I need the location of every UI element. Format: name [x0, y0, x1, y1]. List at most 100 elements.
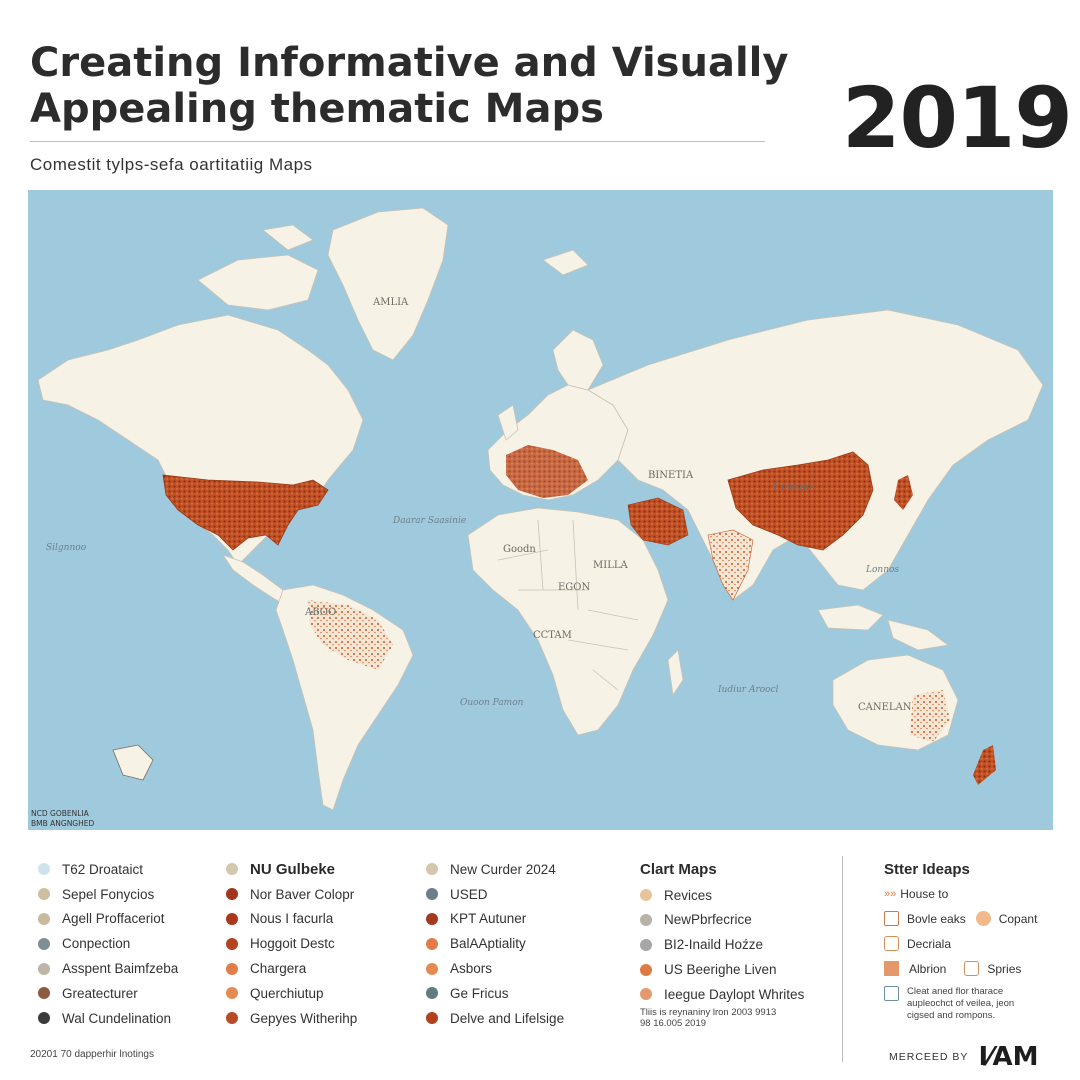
label-australia: CANELAN [858, 702, 912, 713]
region-madagascar [667, 649, 684, 697]
label-south-atlantic: Ouoon Pamon [460, 698, 524, 708]
legend-label: USED [450, 886, 488, 902]
legend-label: Asbors [450, 961, 493, 977]
legend-swatch [426, 863, 438, 876]
legend-label: Conpection [62, 936, 131, 952]
legend-label: Ieegue Daylopt Whrites [664, 986, 805, 1002]
legend-label: KPT Autuner [450, 911, 527, 927]
legend-item: Revices [640, 883, 804, 908]
legend-swatch [426, 1012, 438, 1025]
legend-swatch [226, 987, 238, 1000]
legend-item: Chargera [226, 956, 357, 981]
legend-swatch [640, 938, 652, 951]
legend-item: Asspent Baimfzeba [38, 956, 178, 981]
legend-label: Asspent Baimfzeba [62, 961, 179, 977]
label-africa-central: CCTAM [533, 630, 572, 641]
legend-item: Querchiutup [226, 981, 357, 1006]
legend-label: Querchiutup [250, 985, 324, 1001]
legend-item: Sepel Fonycios [38, 882, 178, 907]
legend-swatch [38, 912, 50, 925]
legend-item: Hoggoit Destc [226, 931, 357, 956]
tip-note-line-2: aupleochct of veilea, jeon [907, 998, 1015, 1009]
legend-swatch [226, 863, 238, 876]
world-map[interactable]: AMLIA BINETIA Cnengor Goodn MILLA EGON C… [28, 190, 1053, 830]
legend-swatch [226, 1012, 238, 1025]
land-arctic-islands [197, 254, 319, 311]
legend-item: Nor Baver Colopr [226, 882, 357, 907]
label-south-china: Lonnos [865, 565, 899, 575]
legend-item: Ge Fricus [426, 981, 564, 1006]
land-greenland [327, 207, 449, 361]
legend-item: NU Gulbeke [226, 857, 357, 882]
legend-item: Gepyes Witherihp [226, 1006, 357, 1031]
tip-row: Bovle eaks Copant [884, 911, 1064, 926]
page-title: Creating Informative and Visually Appeal… [30, 40, 790, 132]
legend-heading-text: Clart Maps [640, 860, 717, 878]
legend-swatch [38, 987, 50, 1000]
legend-item: BI2-Inaild Hoźze [640, 932, 804, 957]
square-icon [884, 961, 899, 976]
label-russia: BINETIA [648, 470, 694, 481]
check-icon [884, 936, 899, 951]
legend-label: Hoggoit Destc [250, 936, 335, 952]
legend-swatch [38, 863, 50, 876]
legend-swatch [38, 1012, 50, 1025]
legend-swatch [640, 913, 652, 926]
legend-swatch [38, 888, 50, 901]
legend-item: Greatecturer [38, 981, 178, 1006]
legend-column-2: NU Gulbeke Nor Baver Colopr Nous I facurl… [226, 857, 357, 1031]
tip-text: Albrion [909, 961, 947, 976]
legend-column-heading: Clart Maps [640, 857, 804, 882]
land-uk [497, 404, 519, 441]
title-line-1: Creating Informative and Visually [30, 40, 789, 86]
legend-column-1: T62 Droataict Sepel Fonycios Agell Proffac… [38, 857, 178, 1031]
tip-text: House to [900, 887, 949, 901]
tip-text: Copant [998, 911, 1038, 926]
label-pacific: Silgnnoo [46, 543, 87, 553]
legend-item: Asbors [426, 956, 564, 981]
legend-item: US Beerighe Liven [640, 957, 804, 982]
circle-icon [975, 911, 991, 926]
subtitle: Comestit tylps-sefa oartitatiig Maps [30, 155, 313, 174]
land-asia [587, 309, 1044, 601]
label-africa-east: EGON [558, 582, 590, 593]
label-africa-mid: MILLA [593, 560, 628, 571]
map-corner-line-1: NCD GOBENLIA [31, 809, 90, 818]
tips-heading: Stter Ideaps [884, 860, 970, 878]
legend-swatch [226, 937, 238, 950]
tip-note: Cleat aned flor tharace aupleochct of ve… [907, 986, 1014, 1022]
legend-item: New Curder 2024 [426, 857, 564, 882]
legend-label: BI2-Inaild Hoźze [664, 937, 764, 953]
tip-row: »» House to [884, 887, 1064, 901]
rounded-square-icon [964, 961, 980, 976]
region-south-america-dots [308, 600, 393, 670]
map-corner-line-2: BMB ANGNGHED [31, 819, 94, 828]
legend-label: Sepel Fonycios [62, 886, 155, 902]
region-middle-east [627, 497, 689, 546]
region-india [707, 529, 754, 601]
legend-swatch [226, 962, 238, 975]
legend-label: Greatecturer [62, 985, 138, 1001]
footer-credit: MERCEED BY I⁄AM [889, 1042, 1038, 1072]
land-africa [467, 507, 669, 736]
legend-column-heading: NU Gulbeke [250, 860, 336, 878]
legend-label: NewPbrfecrice [664, 912, 752, 928]
legend-item: Ieegue Daylopt Whrites [640, 982, 804, 1007]
legend-note-line-2: 98 16.005 2019 [640, 1017, 707, 1029]
tip-note-line-3: cigsed and rompons. [907, 1010, 996, 1021]
legend-label: Revices [664, 887, 713, 903]
legend-swatch [38, 962, 50, 975]
tip-text: Bovle eaks [907, 911, 966, 926]
tip-text: Decriala [907, 936, 952, 951]
legend-column-3: New Curder 2024 USED KPT Autuner BalAAptial… [426, 857, 564, 1031]
legend-label: Chargera [250, 961, 307, 977]
legend-label: T62 Droataict [62, 861, 144, 877]
footer-note: 20201 70 dapperhir lnotings [30, 1049, 154, 1060]
legend-item: KPT Autuner [426, 907, 564, 932]
region-new-zealand [973, 745, 996, 785]
label-atlantic: Daarar Saasinie [392, 516, 466, 526]
legend-swatch [38, 937, 50, 950]
tip-text: Spries [987, 961, 1022, 976]
region-usa [162, 474, 329, 551]
legend-swatch [640, 963, 652, 976]
